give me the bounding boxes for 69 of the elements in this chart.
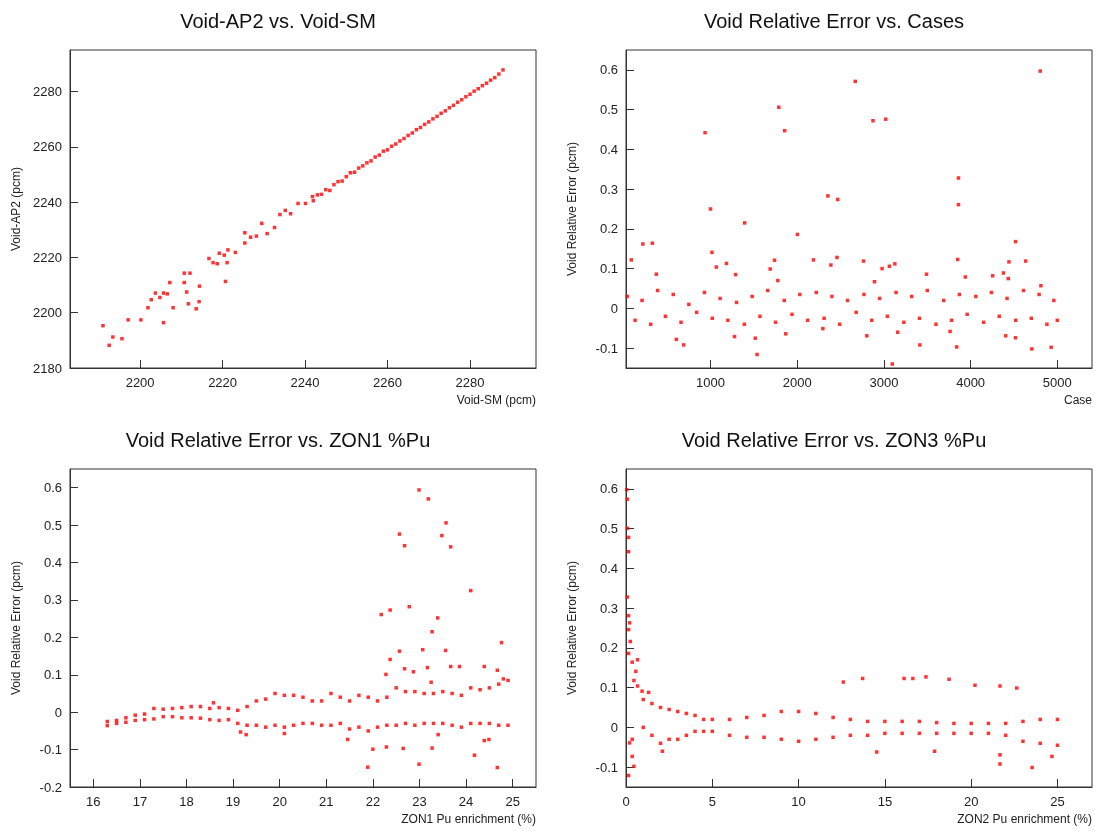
y-tick-label: 0.6 [599,62,618,78]
y-tick-label: 0 [610,300,618,316]
x-tick-label: 0 [622,793,630,809]
y-tick-label: 0.5 [599,520,618,536]
x-tick-label: 1000 [696,375,725,390]
x-tick-label: 20 [963,793,979,809]
y-axis-title: Void Relative Error (pcm) [565,560,579,695]
y-tick-label: 0.4 [599,560,618,576]
y-tick-label: 0.6 [43,479,62,495]
x-axis-title: ZON1 Pu enrichment (%) [401,811,536,826]
x-tick-label: 2220 [208,375,238,390]
x-tick-label: 25 [1050,793,1065,809]
x-tick-label: 10 [791,793,806,809]
x-axis-title: Case [1063,393,1093,407]
y-tick-label: 2200 [33,305,62,321]
y-tick-label: 0.1 [599,679,618,695]
x-tick-label: 4000 [956,375,986,390]
x-tick-label: 3000 [869,375,899,390]
x-tick-label: 18 [179,793,194,809]
x-tick-label: 25 [505,793,520,809]
x-tick-label: 22 [365,793,381,809]
x-tick-label: 15 [877,793,893,809]
y-tick-label: 0 [54,704,62,720]
y-tick-label: 0.5 [43,517,62,533]
x-axis-title: ZON2 Pu enrichment (%) [957,811,1092,826]
y-tick-label: 0.1 [599,261,618,277]
x-tick-label: 19 [225,793,241,809]
y-tick-label: 2280 [33,83,62,99]
y-tick-label: 0.5 [599,102,618,118]
x-tick-label: 2000 [782,375,812,390]
x-axis-title: Void-SM (pcm) [456,393,536,407]
x-tick-label: 5000 [1042,375,1072,390]
y-tick-label: 0.3 [599,600,618,616]
y-tick-label: 0.2 [599,639,618,655]
y-tick-label: -0.1 [39,741,62,757]
x-tick-label: 24 [458,793,474,809]
y-tick-label: 0.1 [43,666,62,682]
y-tick-label: -0.2 [39,779,62,794]
chart-title: Void Relative Error vs. ZON3 %Pu [681,428,987,451]
chart-title: Void Relative Error vs. Cases [703,10,965,32]
x-tick-label: 2260 [373,375,402,390]
y-tick-label: 0.4 [599,141,618,157]
y-axis-title: Void Relative Error (pcm) [565,141,579,277]
y-tick-label: 2260 [33,139,62,155]
y-tick-label: 0.2 [599,221,618,237]
chart-title: Void Relative Error vs. ZON1 %Pu [125,428,431,451]
x-tick-label: 17 [132,793,148,809]
x-tick-label: 16 [86,793,101,809]
y-tick-label: 2180 [33,360,62,376]
y-tick-label: 0 [610,719,618,735]
x-tick-label: 2200 [125,375,155,390]
y-tick-label: 0.2 [43,629,62,645]
x-tick-label: 21 [319,793,334,809]
chart-title: Void-AP2 vs. Void-SM [180,10,376,32]
x-tick-label: 2280 [455,375,485,390]
y-tick-label: 0.4 [43,554,62,570]
x-tick-label: 20 [272,793,287,809]
y-axis-title: Void-AP2 (pcm) [9,166,23,252]
x-tick-label: 2240 [290,375,320,390]
y-tick-label: 0.6 [599,480,618,496]
y-tick-label: 0.3 [599,181,618,197]
x-tick-label: 23 [412,793,427,809]
y-tick-label: 2240 [33,194,62,210]
y-tick-label: -0.1 [595,340,618,356]
y-tick-label: -0.1 [595,759,618,775]
y-tick-label: 0.3 [43,591,62,607]
x-tick-label: 5 [708,793,716,809]
y-tick-label: 2220 [33,249,62,265]
y-axis-title: Void Relative Error (pcm) [9,560,23,695]
